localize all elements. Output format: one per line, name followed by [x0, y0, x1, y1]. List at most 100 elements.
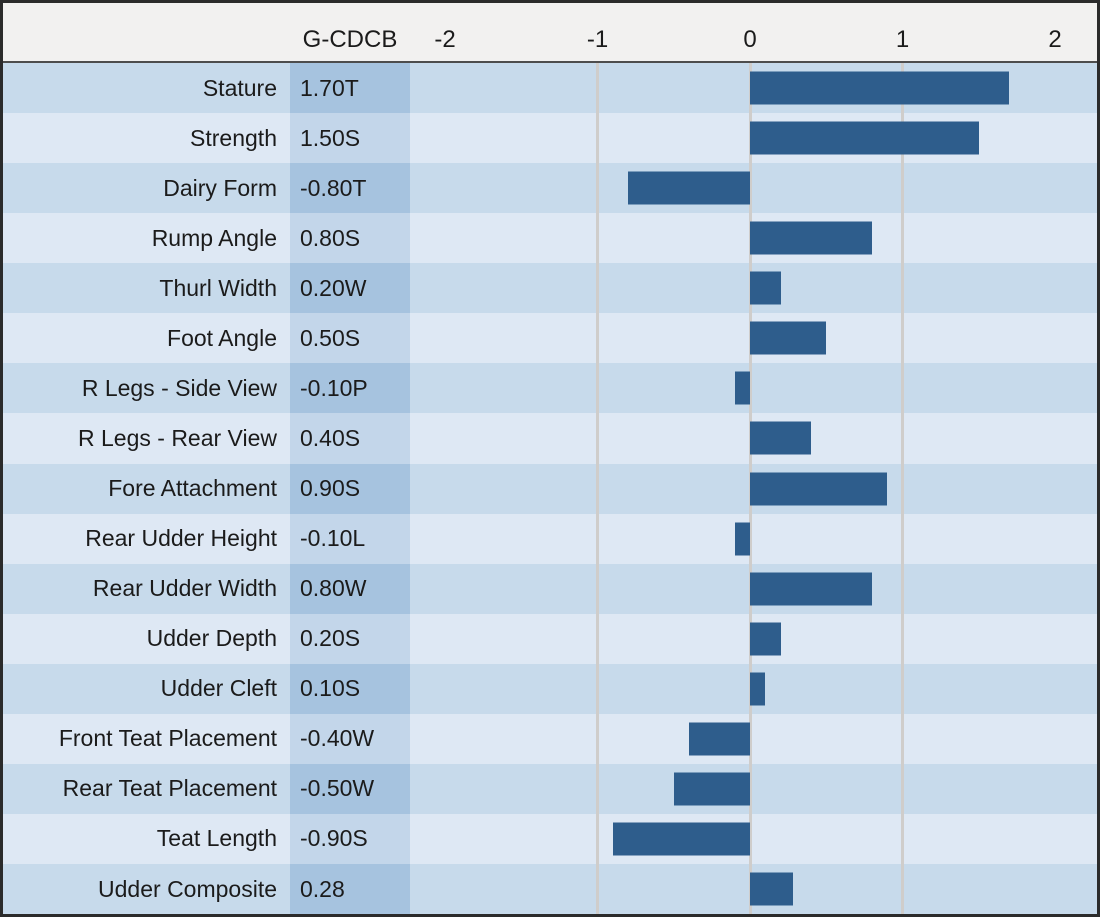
- bar: [750, 421, 811, 455]
- trait-label: Teat Length: [156, 825, 277, 852]
- gridline: [596, 713, 599, 764]
- trait-label: Udder Cleft: [160, 675, 277, 702]
- table-row: R Legs - Side View -0.10P: [3, 363, 1097, 414]
- trait-label: Foot Angle: [167, 324, 277, 351]
- table-row: Teat Length -0.90S: [3, 813, 1097, 864]
- table-row: Udder Composite 0.28: [3, 864, 1097, 914]
- trait-label: Strength: [190, 124, 277, 151]
- table-row: Strength 1.50S: [3, 113, 1097, 164]
- bar: [612, 822, 750, 856]
- x-axis-tick: 0: [743, 26, 757, 53]
- gridline: [596, 513, 599, 564]
- plot-area: [410, 363, 1097, 414]
- trait-value: -0.40W: [290, 713, 410, 764]
- gridline: [748, 713, 752, 764]
- plot-area: [410, 413, 1097, 464]
- bar: [750, 221, 872, 255]
- bar: [750, 472, 888, 506]
- plot-area: [410, 213, 1097, 264]
- gridline: [901, 563, 904, 614]
- gridline: [596, 213, 599, 264]
- table-row: Udder Cleft 0.10S: [3, 663, 1097, 714]
- bar: [689, 722, 750, 756]
- trait-value: 0.80S: [290, 213, 410, 264]
- trait-value: 0.90S: [290, 463, 410, 514]
- plot-area: [410, 463, 1097, 514]
- gridline: [596, 413, 599, 464]
- gridline: [901, 163, 904, 214]
- gridline: [596, 864, 599, 914]
- plot-area: [410, 713, 1097, 764]
- trait-label: Rear Udder Width: [92, 575, 277, 602]
- bar: [750, 872, 793, 906]
- trait-label: Front Teat Placement: [58, 725, 277, 752]
- table-row: R Legs - Rear View 0.40S: [3, 413, 1097, 464]
- bar: [750, 321, 827, 355]
- table-row: Rear Udder Width 0.80W: [3, 563, 1097, 614]
- trait-value: 0.20W: [290, 263, 410, 314]
- gridline: [596, 663, 599, 714]
- gridline: [596, 163, 599, 214]
- gridline: [596, 263, 599, 314]
- plot-area: [410, 263, 1097, 314]
- bar: [750, 672, 766, 706]
- trait-label: Dairy Form: [163, 174, 277, 201]
- trait-label: Thurl Width: [159, 274, 277, 301]
- gridline: [901, 213, 904, 264]
- gridline: [748, 813, 752, 864]
- trait-label: Stature: [202, 74, 277, 101]
- gridline: [901, 713, 904, 764]
- plot-area: [410, 663, 1097, 714]
- plot-area: [410, 563, 1097, 614]
- x-axis-tick: -1: [586, 26, 609, 53]
- table-row: Udder Depth 0.20S: [3, 613, 1097, 664]
- trait-value: 0.40S: [290, 413, 410, 464]
- gridline: [596, 463, 599, 514]
- trait-value: -0.90S: [290, 813, 410, 864]
- gridline: [596, 363, 599, 414]
- value-column-header: G-CDCB: [302, 26, 398, 53]
- trait-value: 0.50S: [290, 313, 410, 364]
- table-row: Dairy Form -0.80T: [3, 163, 1097, 214]
- bar: [750, 572, 872, 606]
- bar: [628, 171, 750, 205]
- gridline: [596, 563, 599, 614]
- bar: [750, 271, 781, 305]
- gridline: [901, 363, 904, 414]
- trait-label: R Legs - Rear View: [78, 424, 277, 451]
- table-row: Rump Angle 0.80S: [3, 213, 1097, 264]
- gridline: [748, 163, 752, 214]
- table-row: Fore Attachment 0.90S: [3, 463, 1097, 514]
- bar: [750, 71, 1010, 105]
- chart-header: G-CDCB -2 -1 0 1 2: [3, 3, 1097, 63]
- x-axis-tick: 2: [1048, 26, 1062, 53]
- trait-value: 0.80W: [290, 563, 410, 614]
- plot-area: [410, 513, 1097, 564]
- chart-body: Stature 1.70T Strength 1.50S Dairy Form -0.80…: [3, 63, 1097, 914]
- gridline: [901, 313, 904, 364]
- bar: [734, 371, 750, 405]
- gridline: [901, 513, 904, 564]
- table-row: Rear Teat Placement -0.50W: [3, 763, 1097, 814]
- trait-label: Udder Depth: [146, 625, 277, 652]
- trait-value: 0.10S: [290, 663, 410, 714]
- gridline: [901, 663, 904, 714]
- bar: [750, 622, 781, 656]
- trait-value: 1.50S: [290, 113, 410, 164]
- plot-area: [410, 63, 1097, 114]
- gridline: [901, 763, 904, 814]
- trait-label: Fore Attachment: [108, 475, 277, 502]
- gridline: [596, 763, 599, 814]
- trait-value: -0.10P: [290, 363, 410, 414]
- plot-area: [410, 163, 1097, 214]
- plot-area: [410, 763, 1097, 814]
- table-row: Stature 1.70T: [3, 63, 1097, 114]
- table-row: Front Teat Placement -0.40W: [3, 713, 1097, 764]
- x-axis-tick: 1: [895, 26, 910, 53]
- table-row: Rear Udder Height -0.10L: [3, 513, 1097, 564]
- gridline: [596, 813, 599, 864]
- trait-value: 0.28: [290, 864, 410, 914]
- gridline: [748, 363, 752, 414]
- table-row: Foot Angle 0.50S: [3, 313, 1097, 364]
- plot-area: [410, 813, 1097, 864]
